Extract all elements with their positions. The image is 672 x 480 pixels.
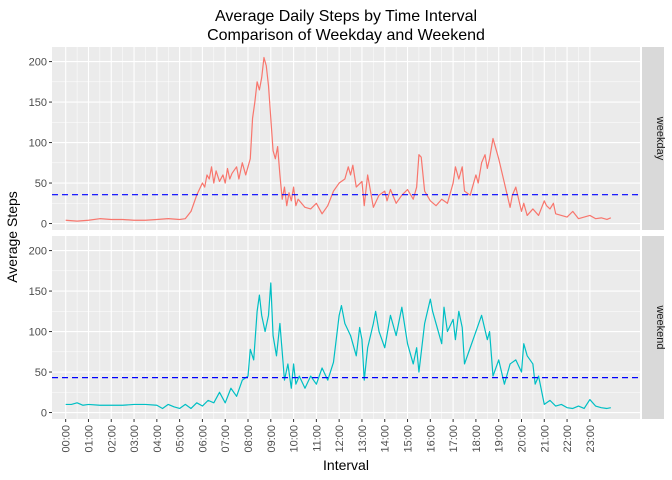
x-tick-label: 16:00 [425, 425, 437, 453]
series-line-weekend [65, 282, 611, 410]
y-tick-label: 200 [29, 246, 47, 258]
y-tick-label: 0 [41, 219, 47, 231]
x-tick-label: 09:00 [266, 425, 278, 453]
y-tick-label: 100 [29, 138, 47, 150]
x-tick-label: 02:00 [106, 425, 118, 453]
facet-strip-label: weekday [654, 116, 666, 161]
y-axis-title: Average Steps [4, 191, 20, 283]
x-tick-label: 18:00 [471, 425, 483, 453]
x-tick-label: 19:00 [494, 425, 506, 453]
y-tick-label: 150 [29, 97, 47, 109]
facet-strip [642, 47, 664, 230]
y-tick-label: 50 [35, 367, 47, 379]
x-tick-label: 10:00 [289, 425, 301, 453]
panel-background [52, 47, 640, 230]
x-tick-label: 15:00 [403, 425, 415, 453]
y-tick-label: 150 [29, 286, 47, 298]
chart-title: Average Daily Steps by Time Interval [215, 8, 477, 25]
facet-strip-label: weekend [654, 304, 666, 349]
x-tick-label: 04:00 [152, 425, 164, 453]
x-tick-label: 03:00 [129, 425, 141, 453]
x-tick-label: 08:00 [243, 425, 255, 453]
x-tick-label: 00:00 [61, 425, 73, 453]
chart-subtitle: Comparison of Weekday and Weekend [207, 27, 485, 44]
x-tick-label: 13:00 [357, 425, 369, 453]
y-tick-label: 0 [41, 408, 47, 420]
x-tick-label: 20:00 [516, 425, 528, 453]
x-tick-label: 11:00 [311, 425, 323, 452]
x-axis-title: Interval [323, 457, 369, 473]
x-tick-label: 14:00 [380, 425, 392, 453]
x-tick-label: 21:00 [539, 425, 551, 453]
x-tick-label: 23:00 [585, 425, 597, 453]
y-tick-label: 200 [29, 57, 47, 69]
x-tick-label: 07:00 [220, 425, 232, 453]
x-tick-label: 05:00 [175, 425, 187, 453]
facet-panel-weekend: 0 50 100 150 200 weekend [29, 236, 666, 420]
x-tick-label: 01:00 [83, 425, 95, 453]
series-line-weekday [65, 56, 612, 222]
facet-strip [642, 236, 664, 419]
x-tick-label: 17:00 [448, 425, 460, 453]
panel-background [52, 236, 640, 419]
y-tick-label: 50 [35, 178, 47, 190]
x-tick-label: 22:00 [562, 425, 574, 453]
x-tick-label: 12:00 [334, 425, 346, 453]
y-tick-label: 100 [29, 327, 47, 339]
x-axis: 00:00 01:00 02:00 03:00 04:00 05:00 06:00 07:00… [61, 419, 597, 453]
facets: 0 50 100 150 200 weekday 0 50 100 150 200 weekend [29, 47, 666, 420]
x-tick-label: 06:00 [197, 425, 209, 453]
facet-panel-weekday: 0 50 100 150 200 weekday [29, 47, 666, 231]
